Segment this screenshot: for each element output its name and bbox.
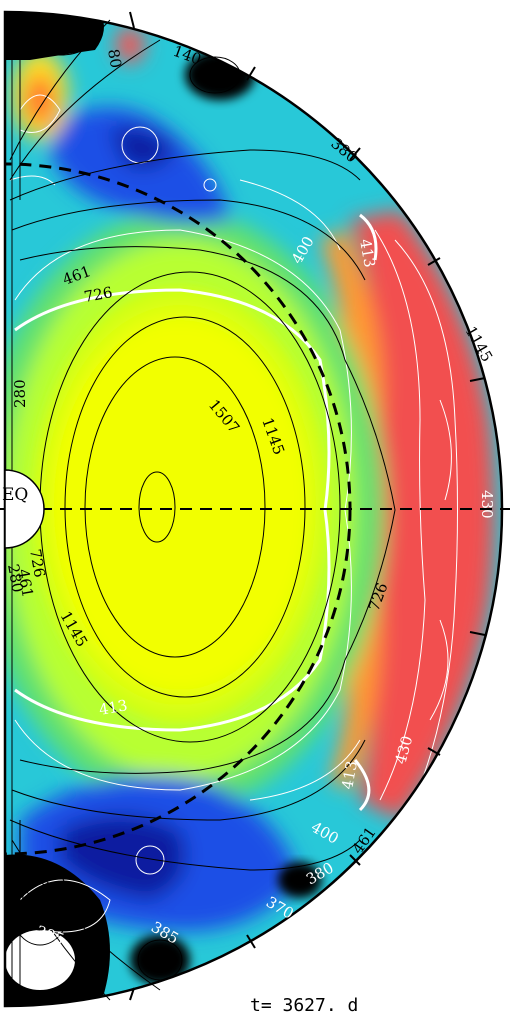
temperature-label: 430 — [478, 490, 496, 519]
field-label: 726 — [26, 548, 49, 579]
field-label: 461 — [14, 568, 37, 599]
field-labels: 80 140 280 461 726 1145 1507 1145 726 46… — [4, 42, 496, 857]
temperature-label: 413 — [98, 696, 129, 719]
temperature-label: 413 — [338, 759, 361, 790]
field-label: 280 — [4, 563, 27, 594]
latitude-ticks — [129, 11, 486, 1001]
inner-core — [4, 469, 45, 549]
field-label: 80 — [104, 48, 125, 70]
field-label: 280 — [11, 379, 29, 408]
time-label: t= 3627. d — [250, 995, 359, 1016]
equator-label: EQ — [2, 485, 28, 505]
temperature-label: 413 — [356, 238, 379, 269]
field-label: 726 — [83, 283, 114, 306]
outer-boundary — [3, 10, 504, 1008]
